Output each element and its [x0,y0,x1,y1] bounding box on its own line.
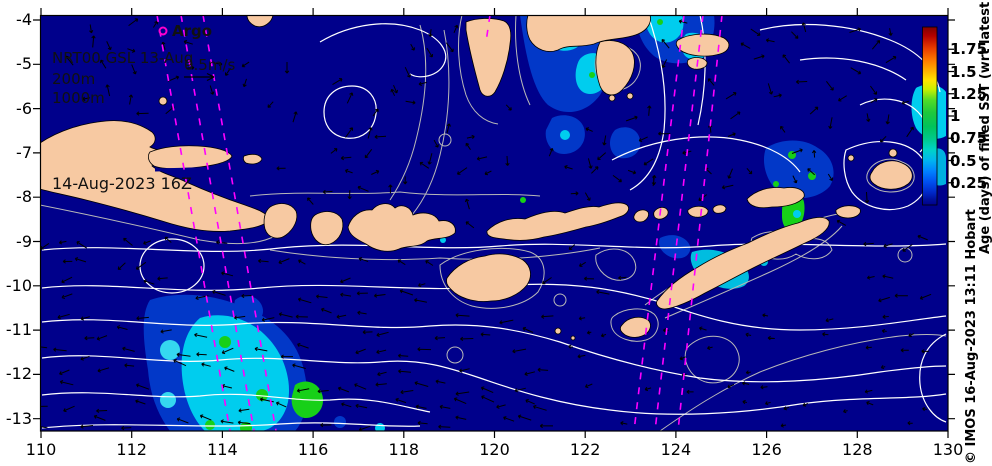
colorbar-tick-label: 0.25 [950,173,988,192]
land-masses [40,15,913,341]
colorbar-tick-label: 1.25 [950,84,988,103]
island-sumbawa [347,203,456,252]
y-tick-label: -10 [5,275,32,295]
x-tick-label: 126 [751,440,782,459]
y-tick-label: -8 [16,187,32,207]
x-tick-label: 130 [932,440,964,459]
island-lombok [310,211,344,246]
x-tick-label: 124 [660,440,692,459]
credit-label: © IMOS 16-Aug-2023 13:11 Hobart [964,209,979,464]
colorbar-tick-label: 0.75 [950,129,988,148]
island-tanimbar [869,160,913,190]
island-bali [263,203,298,239]
x-tick-label: 118 [388,440,420,459]
island-wetar [746,187,805,209]
scale-arrow [184,72,215,82]
x-tick-label: 122 [569,440,601,459]
madura-strait [154,166,233,172]
colorbar-tick-label: 1 [950,107,961,125]
model-run-label: NRT00 GSL 13-Aug [52,49,194,67]
current-arrows [40,18,932,431]
current-scale-label: 0.5m/s [184,56,236,74]
argo-marker [158,26,168,36]
y-tick-label: -6 [16,98,32,118]
sulawesi-band [526,15,651,52]
kalimantan-tip [246,15,274,28]
colorbar-tick-label: 1.75 [950,40,988,59]
x-tick-label: 120 [479,440,510,459]
island-flores [486,202,629,241]
axis-ticks [33,8,955,438]
island-sumba [446,253,531,302]
y-tick-label: -7 [16,142,32,162]
datetime-label: 14-Aug-2023 16Z [52,174,192,193]
x-tick-label: 114 [207,440,238,459]
colorbar-title: Age (days) of filled SST (wrt latest [978,1,992,254]
island-bawean [158,96,168,106]
satellite-tracks [156,15,723,431]
y-tick-label: -11 [5,320,32,340]
colorbar-tick-label: 0.5 [950,151,977,170]
y-tick-label: -5 [16,54,32,74]
sulawesi-sw-peninsula [465,18,512,97]
colorbar [922,26,938,206]
island-rote [619,316,651,338]
y-tick-label: -4 [16,10,32,29]
island-madura [147,145,233,170]
x-tick-label: 128 [842,440,873,459]
island-timor [656,217,830,310]
y-tick-label: -9 [16,231,32,251]
depth-200m-label: 200m [52,70,96,88]
x-tick-label: 110 [25,440,57,459]
y-tick-label: -13 [5,408,32,428]
depth-1000m-label: 1000m [52,89,105,107]
colorbar-tick-label: 1.5 [950,62,977,81]
y-tick-label: -12 [5,364,32,384]
x-tick-label: 112 [116,440,147,459]
x-tick-label: 116 [297,440,329,459]
island-buton [595,40,635,96]
argo-label: Argo [172,22,213,40]
